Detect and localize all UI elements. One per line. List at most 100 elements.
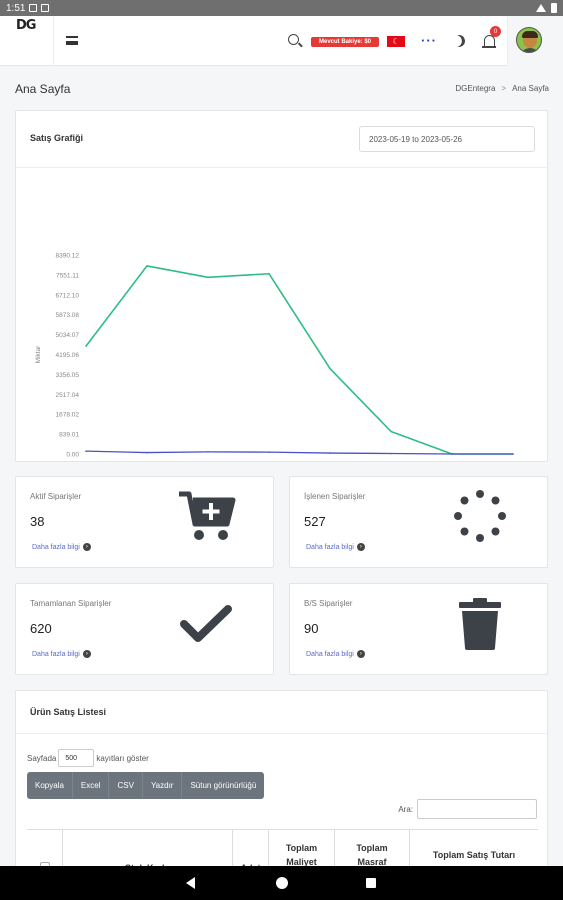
stat-value: 90 bbox=[304, 621, 319, 636]
menu-icon[interactable] bbox=[66, 36, 78, 45]
search-label: Ara: bbox=[398, 804, 413, 814]
stat-title: İşlenen Siparişler bbox=[304, 492, 366, 501]
bell-icon[interactable] bbox=[482, 35, 496, 48]
system-nav-bar bbox=[0, 866, 563, 900]
chart-title: Satış Grafiği bbox=[30, 133, 84, 143]
export-button-group: Kopyala Excel CSV Yazdır Sütun görünürlü… bbox=[27, 772, 265, 799]
stat-value: 527 bbox=[304, 514, 326, 529]
y-tick-label: 839.01 bbox=[59, 432, 79, 439]
trash-icon bbox=[459, 598, 501, 650]
data-point bbox=[268, 272, 270, 275]
data-point bbox=[390, 430, 392, 433]
more-icon[interactable]: ··· bbox=[421, 33, 437, 48]
user-menu[interactable] bbox=[507, 16, 563, 66]
sales-line-chart: 8390.12 7551.11 6712.10 5873.08 5034.07 4195.… bbox=[35, 253, 514, 459]
data-point bbox=[146, 451, 148, 454]
more-info-label[interactable]: Daha fazla bilgi bbox=[32, 650, 80, 658]
stat-title: B/S Siparişler bbox=[304, 599, 353, 608]
arrow-circle-right-icon: › bbox=[356, 543, 365, 551]
cart-plus-icon bbox=[179, 491, 236, 540]
page-length-control: Sayfada 500 kayıtları göster bbox=[27, 749, 149, 767]
arrow-circle-right-icon: › bbox=[356, 650, 365, 658]
column-visibility-button[interactable]: Sütun görünürlüğü bbox=[190, 781, 257, 790]
stat-title: Tamamlanan Siparişler bbox=[30, 599, 112, 608]
notification-icon bbox=[41, 4, 50, 12]
y-tick-label: 1678.02 bbox=[56, 412, 80, 419]
more-info-link[interactable]: Daha fazla bilgi › bbox=[306, 543, 365, 551]
more-info-label[interactable]: Daha fazla bilgi bbox=[306, 543, 354, 551]
copy-button[interactable]: Kopyala bbox=[27, 772, 73, 799]
data-point bbox=[85, 450, 87, 452]
data-point bbox=[512, 453, 514, 455]
notification-badge: 0 bbox=[490, 26, 501, 37]
data-point bbox=[146, 265, 148, 267]
data-point bbox=[207, 451, 209, 453]
data-point bbox=[329, 367, 331, 370]
table-search: Ara: bbox=[398, 799, 537, 819]
avatar[interactable] bbox=[516, 27, 542, 53]
wifi-icon bbox=[536, 4, 546, 12]
sales-chart-card: Satış Grafiği 2023-05-19 to 2023-05-26 8… bbox=[15, 110, 548, 462]
y-tick-label: 4195.06 bbox=[56, 352, 80, 359]
column-total-sales[interactable]: Toplam Satış Tutarı bbox=[409, 830, 538, 879]
breadcrumb: DGEntegra > Ana Sayfa bbox=[455, 84, 549, 93]
check-icon bbox=[180, 605, 232, 642]
data-point bbox=[451, 453, 453, 455]
y-tick-label: 3356.05 bbox=[56, 372, 80, 379]
per-page-suffix: kayıtları göster bbox=[96, 753, 149, 763]
y-tick-label: 5873.08 bbox=[56, 312, 80, 319]
logo[interactable]: DG bbox=[16, 18, 36, 33]
series-line-2 bbox=[85, 450, 513, 455]
date-range-picker[interactable]: 2023-05-19 to 2023-05-26 bbox=[359, 126, 535, 152]
data-point bbox=[329, 452, 331, 454]
data-point bbox=[85, 345, 87, 347]
column-total-cost[interactable]: Toplam Maliyet bbox=[268, 830, 334, 879]
stat-value: 38 bbox=[30, 514, 45, 529]
search-input[interactable] bbox=[417, 799, 537, 819]
y-tick-label: 5034.07 bbox=[56, 332, 80, 339]
more-info-label[interactable]: Daha fazla bilgi bbox=[32, 543, 80, 551]
settings-icon bbox=[29, 4, 38, 12]
y-tick-label: 8390.12 bbox=[56, 253, 80, 260]
spinner-icon bbox=[454, 490, 506, 542]
y-tick-label: 6712.10 bbox=[56, 292, 80, 299]
recent-apps-icon[interactable] bbox=[366, 878, 376, 888]
arrow-circle-right-icon: › bbox=[82, 543, 91, 551]
y-tick-label: 0.00 bbox=[66, 452, 79, 459]
stat-card-return-orders: B/S Siparişler 90 Daha fazla bilgi › bbox=[289, 583, 548, 675]
app-header: DG Mevcut Bakiye: $0 ☾ ··· 0 bbox=[0, 16, 563, 66]
page-title: Ana Sayfa bbox=[15, 82, 71, 96]
per-page-prefix: Sayfada bbox=[27, 753, 57, 763]
stat-card-active-orders: Aktif Siparişler 38 Daha fazla bilgi › bbox=[15, 476, 274, 568]
more-info-link[interactable]: Daha fazla bilgi › bbox=[32, 650, 91, 658]
battery-icon bbox=[551, 3, 557, 13]
stat-value: 620 bbox=[30, 621, 52, 636]
stat-title: Aktif Siparişler bbox=[30, 492, 82, 501]
home-icon[interactable] bbox=[276, 877, 288, 889]
list-title: Ürün Satış Listesi bbox=[30, 707, 107, 717]
moon-icon[interactable] bbox=[451, 33, 466, 48]
breadcrumb-item-home[interactable]: DGEntegra bbox=[455, 84, 496, 93]
stat-card-completed-orders: Tamamlanan Siparişler 620 Daha fazla bil… bbox=[15, 583, 274, 675]
data-point bbox=[207, 276, 209, 279]
data-point bbox=[268, 451, 270, 453]
more-info-label[interactable]: Daha fazla bilgi bbox=[306, 650, 354, 658]
csv-button[interactable]: CSV bbox=[109, 772, 143, 799]
y-tick-label: 7551.11 bbox=[56, 272, 79, 279]
print-button[interactable]: Yazdır bbox=[143, 772, 183, 799]
status-bar: 1:51 bbox=[0, 0, 563, 16]
logo-area[interactable]: DG bbox=[0, 16, 54, 66]
back-icon[interactable] bbox=[186, 877, 195, 889]
turkey-flag-icon[interactable]: ☾ bbox=[387, 36, 405, 47]
page-length-select[interactable]: 500 bbox=[58, 749, 95, 767]
more-info-link[interactable]: Daha fazla bilgi › bbox=[306, 650, 365, 658]
excel-button[interactable]: Excel bbox=[73, 772, 110, 799]
search-icon[interactable] bbox=[288, 34, 299, 45]
balance-badge[interactable]: Mevcut Bakiye: $0 bbox=[311, 37, 379, 47]
breadcrumb-item-current: Ana Sayfa bbox=[512, 84, 549, 93]
column-total-expense[interactable]: Toplam Masraf bbox=[334, 830, 409, 879]
status-time: 1:51 bbox=[6, 2, 26, 14]
arrow-circle-right-icon: › bbox=[82, 650, 91, 658]
product-sales-list-card: Ürün Satış Listesi Sayfada 500 kayıtları… bbox=[15, 690, 548, 880]
more-info-link[interactable]: Daha fazla bilgi › bbox=[32, 543, 91, 551]
